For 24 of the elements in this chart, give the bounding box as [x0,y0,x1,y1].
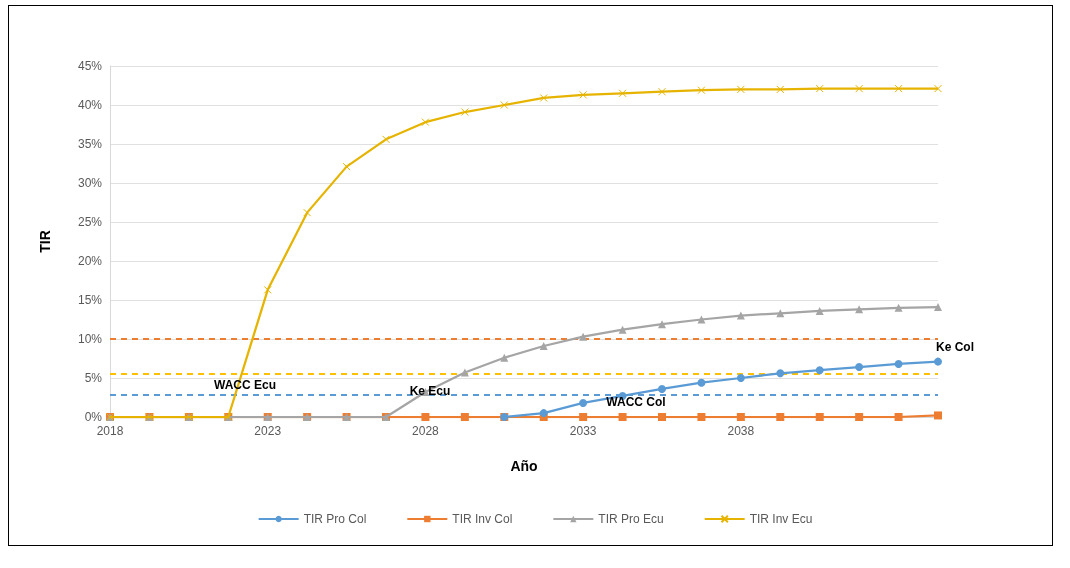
y-tick-label: 20% [77,254,103,268]
y-tick-label: 10% [77,332,103,346]
x-axis-title: Año [510,458,538,474]
x-tick-label: 2033 [569,424,597,438]
y-tick-label: 40% [77,98,103,112]
y-tick-label: 35% [77,137,103,151]
y-tick-label: 15% [77,293,103,307]
legend-label: TIR Pro Col [303,512,367,526]
y-tick-label: 30% [77,176,103,190]
x-tick-label: 2023 [254,424,282,438]
legend-label: TIR Inv Col [452,512,513,526]
y-tick-label: 25% [77,215,103,229]
annotation: Ke Ecu [409,384,451,398]
y-tick-label: 5% [84,371,103,385]
x-tick-label: 2038 [727,424,755,438]
legend-label: TIR Inv Ecu [749,512,813,526]
y-tick-label: 0% [84,410,103,424]
y-axis-title: TIR [37,230,53,253]
annotation: WACC Col [606,395,666,409]
y-tick-label: 45% [77,59,103,73]
legend-label: TIR Pro Ecu [598,512,664,526]
x-tick-label: 2018 [96,424,124,438]
annotation: Ke Col [935,340,975,354]
x-tick-label: 2028 [412,424,440,438]
